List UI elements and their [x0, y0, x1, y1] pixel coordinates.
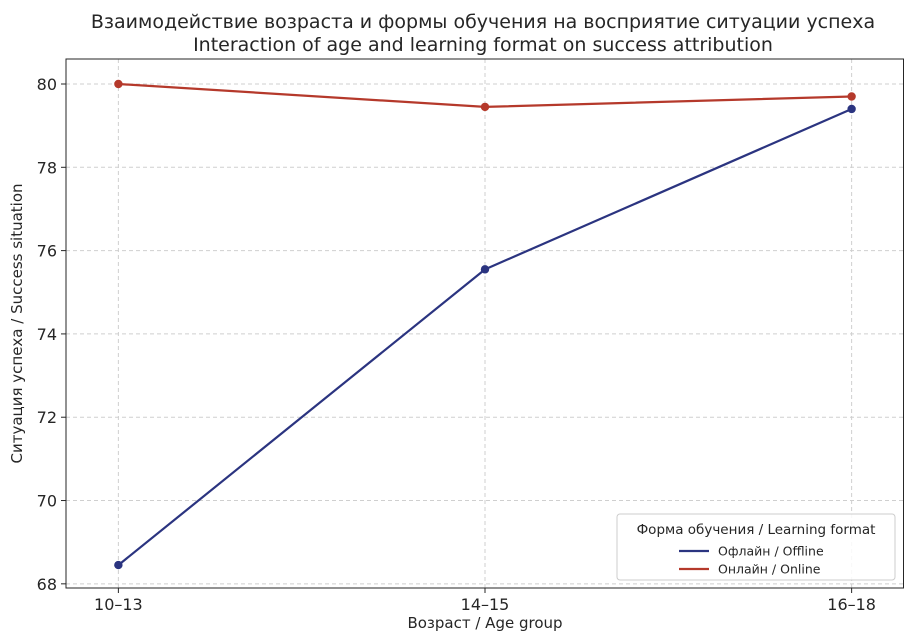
- chart-subtitle: Interaction of age and learning format o…: [193, 34, 773, 56]
- data-point: [114, 79, 123, 89]
- y-tick-label: 80: [37, 75, 57, 94]
- y-tick-label: 68: [37, 575, 57, 594]
- y-tick-label: 72: [37, 408, 57, 427]
- y-tick-label: 74: [37, 325, 57, 344]
- y-tick-label: 76: [37, 242, 57, 261]
- grid: [66, 59, 904, 588]
- x-tick-label: 10–13: [94, 595, 143, 614]
- x-tick-label: 14–15: [461, 595, 510, 614]
- data-point: [480, 102, 490, 112]
- legend-box: [616, 513, 896, 581]
- legend: Форма обучения / Learning format Офлайн …: [616, 513, 896, 581]
- x-tick-label: 16–18: [827, 595, 876, 614]
- chart-title: Взаимодействие возраста и формы обучения…: [91, 11, 875, 33]
- legend-entry-label: Онлайн / Online: [718, 562, 821, 577]
- data-point: [114, 560, 123, 570]
- data-point: [847, 104, 856, 114]
- axis-ticks: 68 70 72 74 76 78 80 10–13 14–15 16–18: [37, 75, 876, 614]
- legend-title: Форма обучения / Learning format: [637, 522, 876, 538]
- y-tick-label: 78: [37, 158, 57, 177]
- x-axis-label: Возраст / Age group: [407, 614, 562, 632]
- data-point: [847, 92, 856, 101]
- series-lines: [114, 79, 856, 570]
- y-axis-label: Ситуация успеха / Success situation: [8, 183, 26, 463]
- legend-entry-label: Офлайн / Offline: [718, 544, 824, 559]
- y-tick-label: 70: [37, 492, 57, 511]
- data-point: [480, 265, 490, 274]
